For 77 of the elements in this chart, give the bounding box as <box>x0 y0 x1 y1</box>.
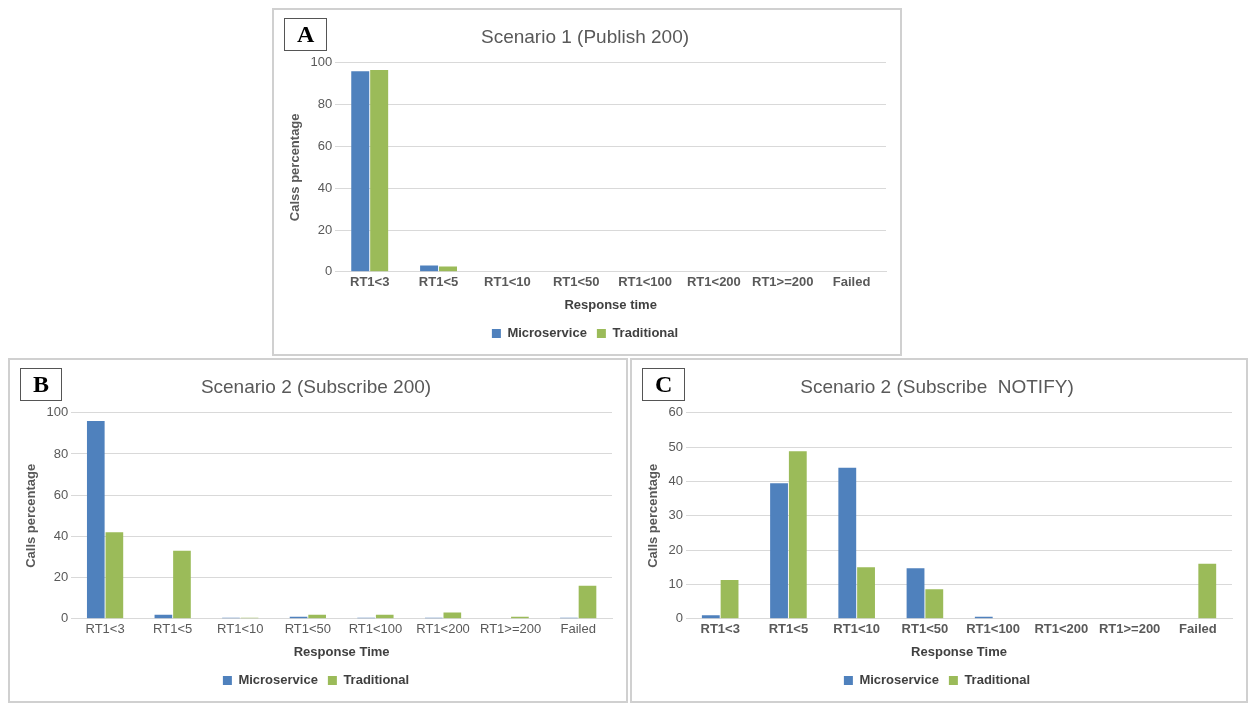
y-tick-label: 40 <box>668 473 684 489</box>
x-tick-label: RT1<200 <box>1034 621 1089 637</box>
x-tick-label: RT1<50 <box>901 621 949 637</box>
legend-label: Traditional <box>343 672 410 688</box>
y-tick-label: 80 <box>317 96 333 112</box>
chart-title: Scenario 2 (Subscribe 200) <box>200 375 432 397</box>
x-tick-label: RT1<50 <box>552 274 600 290</box>
x-tick-label: RT1>=200 <box>752 274 814 290</box>
text: C <box>642 368 686 401</box>
chart-title: Scenario 2 (Subscribe NOTIFY) <box>800 375 1074 397</box>
x-tick-label: RT1<10 <box>217 621 264 637</box>
y-tick-label: 20 <box>53 569 69 585</box>
bar <box>351 71 370 272</box>
legend-label: Microservice <box>507 325 587 341</box>
bar <box>838 467 857 619</box>
legend-label: Microservice <box>859 672 939 688</box>
y-tick-label: 50 <box>668 438 684 454</box>
bar <box>701 615 720 619</box>
y-tick-label: 30 <box>668 507 684 523</box>
y-tick-label: 40 <box>53 527 69 543</box>
x-tick-label: RT1<200 <box>416 621 470 637</box>
bar <box>370 70 389 272</box>
y-tick-label: 60 <box>668 404 684 420</box>
x-tick-label: RT1<50 <box>284 621 332 637</box>
x-tick-label: RT1<100 <box>348 621 403 637</box>
bar <box>770 483 788 619</box>
y-tick-label: 40 <box>317 179 333 195</box>
text: B <box>20 368 63 401</box>
x-axis-title: Response time <box>564 296 657 312</box>
y-tick-label: 20 <box>668 541 684 557</box>
x-tick-label: RT1<5 <box>768 621 809 637</box>
x-tick-label: RT1<3 <box>85 621 125 637</box>
bar <box>857 567 875 619</box>
bar <box>173 550 191 619</box>
bar <box>86 421 105 619</box>
x-tick-label: Failed <box>560 621 596 637</box>
x-tick-label: Failed <box>832 274 871 290</box>
bar <box>443 612 462 619</box>
y-tick-label: 20 <box>317 221 333 237</box>
bar <box>788 451 807 619</box>
x-tick-label: RT1<100 <box>618 274 672 290</box>
x-tick-label: RT1<5 <box>418 274 459 290</box>
bar <box>105 532 124 619</box>
x-tick-label: RT1>=200 <box>1098 621 1161 637</box>
x-tick-label: RT1<10 <box>484 274 531 290</box>
legend-label: Microservice <box>238 672 318 688</box>
y-axis-title: Calss percentage <box>287 113 303 222</box>
x-tick-label: RT1<3 <box>350 274 390 290</box>
x-tick-label: RT1>=200 <box>480 621 542 637</box>
bar <box>1198 563 1217 619</box>
bar <box>720 580 739 619</box>
text: A <box>284 18 328 51</box>
y-tick-label: 80 <box>53 445 69 461</box>
x-tick-label: Failed <box>1179 621 1217 637</box>
legend-label: Traditional <box>964 672 1031 688</box>
y-axis-title: Calls percentage <box>23 463 39 568</box>
y-tick-label: 60 <box>53 486 69 502</box>
bar <box>906 568 925 619</box>
y-tick-label: 10 <box>668 576 684 592</box>
y-tick-label: 0 <box>675 610 684 626</box>
chart-title: Scenario 1 (Publish 200) <box>480 25 690 47</box>
y-tick-label: 0 <box>61 610 69 626</box>
y-tick-label: 60 <box>317 137 333 153</box>
y-tick-label: 100 <box>310 54 333 70</box>
bar <box>925 589 944 619</box>
x-tick-label: RT1<5 <box>153 621 193 637</box>
x-axis-title: Response Time <box>293 643 390 659</box>
x-tick-label: RT1<10 <box>833 621 880 637</box>
y-axis-title: Calls percentage <box>645 463 661 568</box>
legend-label: Traditional <box>612 325 679 341</box>
y-tick-label: 0 <box>325 263 333 279</box>
x-tick-label: RT1<200 <box>686 274 741 290</box>
x-tick-label: RT1<3 <box>700 621 740 637</box>
x-tick-label: RT1<100 <box>966 621 1021 637</box>
x-axis-title: Response Time <box>911 643 1007 659</box>
y-tick-label: 100 <box>46 404 69 420</box>
bar <box>578 585 597 619</box>
